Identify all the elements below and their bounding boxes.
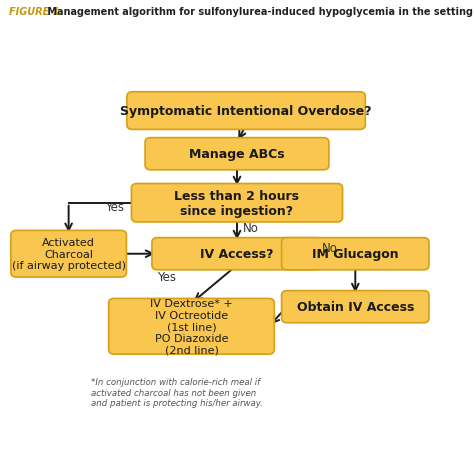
FancyBboxPatch shape bbox=[152, 238, 322, 270]
Text: IV Access?: IV Access? bbox=[200, 248, 274, 261]
Text: Symptomatic Intentional Overdose?: Symptomatic Intentional Overdose? bbox=[120, 105, 372, 118]
Text: Obtain IV Access: Obtain IV Access bbox=[297, 300, 414, 313]
FancyBboxPatch shape bbox=[282, 291, 429, 323]
Text: Activated
Charcoal
(if airway protected): Activated Charcoal (if airway protected) bbox=[12, 238, 126, 271]
Text: Yes: Yes bbox=[105, 201, 124, 214]
Text: FIGURE 1.: FIGURE 1. bbox=[9, 7, 64, 17]
Text: Yes: Yes bbox=[157, 271, 176, 284]
Text: Manage ABCs: Manage ABCs bbox=[189, 148, 285, 161]
Text: No: No bbox=[322, 242, 338, 255]
FancyBboxPatch shape bbox=[131, 184, 343, 222]
Text: Less than 2 hours
since ingestion?: Less than 2 hours since ingestion? bbox=[174, 189, 300, 217]
FancyBboxPatch shape bbox=[127, 92, 365, 130]
Text: Management algorithm for sulfonylurea-induced hypoglycemia in the setting of sym: Management algorithm for sulfonylurea-in… bbox=[44, 7, 474, 17]
Text: IM Glucagon: IM Glucagon bbox=[312, 248, 399, 261]
FancyBboxPatch shape bbox=[282, 238, 429, 270]
FancyBboxPatch shape bbox=[145, 138, 329, 171]
FancyBboxPatch shape bbox=[11, 231, 127, 278]
Text: IV Dextrose* +
IV Octreotide
(1st line)
PO Diazoxide
(2nd line): IV Dextrose* + IV Octreotide (1st line) … bbox=[150, 298, 233, 355]
FancyBboxPatch shape bbox=[109, 299, 274, 354]
Text: No: No bbox=[243, 221, 259, 234]
Text: *In conjunction with calorie-rich meal if
activated charcoal has not been given
: *In conjunction with calorie-rich meal i… bbox=[91, 378, 264, 407]
